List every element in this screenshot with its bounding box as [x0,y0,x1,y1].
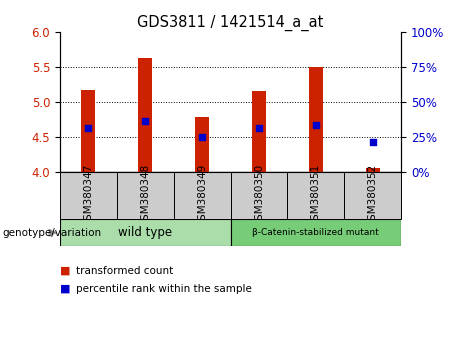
Text: wild type: wild type [118,226,172,239]
Text: transformed count: transformed count [76,266,173,276]
Text: genotype/variation: genotype/variation [2,228,101,238]
Point [369,139,376,145]
Text: GSM380350: GSM380350 [254,164,264,227]
Text: GSM380352: GSM380352 [367,164,378,227]
FancyBboxPatch shape [174,172,230,219]
FancyBboxPatch shape [344,172,401,219]
Point [85,125,92,131]
Bar [366,168,380,172]
Bar [195,117,209,172]
Text: β-Catenin-stabilized mutant: β-Catenin-stabilized mutant [253,228,379,237]
Bar [81,90,95,172]
Point [312,122,319,128]
Text: GSM380349: GSM380349 [197,164,207,227]
Bar [138,58,152,172]
Text: ■: ■ [60,284,71,293]
FancyBboxPatch shape [287,172,344,219]
Bar [309,67,323,172]
Title: GDS3811 / 1421514_a_at: GDS3811 / 1421514_a_at [137,14,324,30]
Text: ■: ■ [60,266,71,276]
FancyBboxPatch shape [60,219,230,246]
FancyBboxPatch shape [60,172,117,219]
Point [198,134,206,139]
FancyBboxPatch shape [230,219,401,246]
FancyBboxPatch shape [117,172,174,219]
FancyBboxPatch shape [230,172,287,219]
Text: GSM380351: GSM380351 [311,164,321,227]
Text: percentile rank within the sample: percentile rank within the sample [76,284,252,293]
Point [142,119,149,124]
Point [255,125,263,131]
Text: GSM380347: GSM380347 [83,164,94,227]
Text: GSM380348: GSM380348 [140,164,150,227]
Bar [252,91,266,172]
